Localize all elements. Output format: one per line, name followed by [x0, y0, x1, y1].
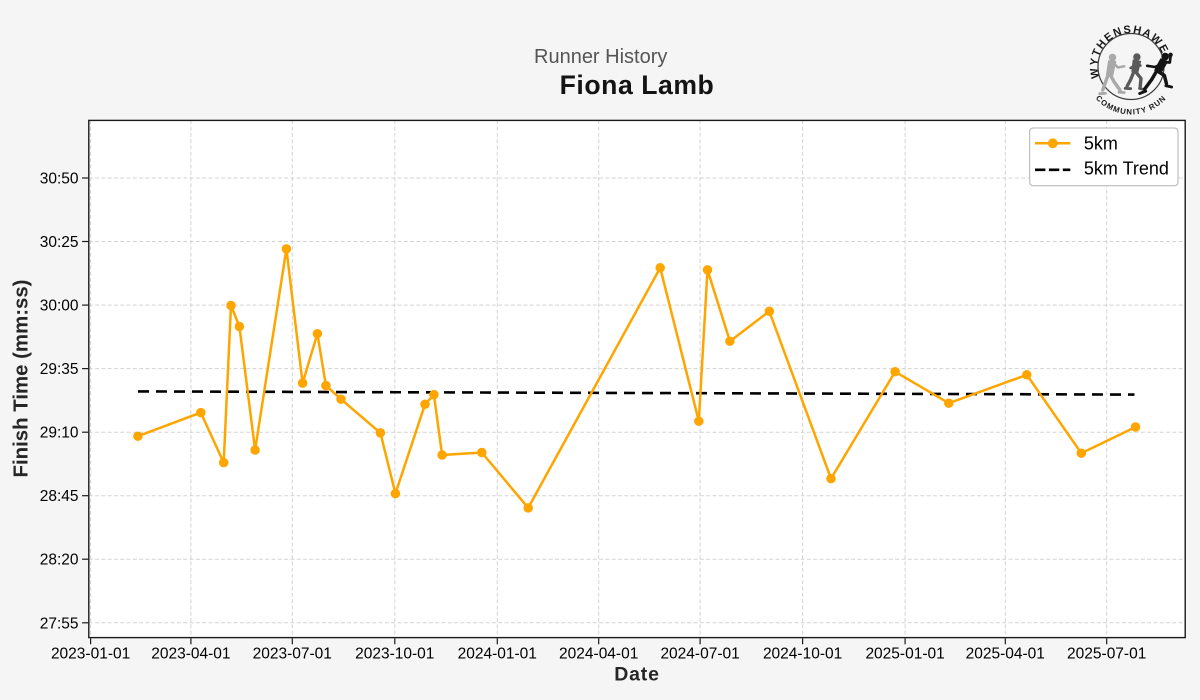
svg-text:Finish Time (mm:ss): Finish Time (mm:ss): [11, 280, 33, 478]
svg-text:2024-07-01: 2024-07-01: [660, 646, 739, 663]
svg-text:28:20: 28:20: [40, 552, 79, 569]
svg-text:2025-07-01: 2025-07-01: [1067, 646, 1146, 663]
svg-text:Date: Date: [614, 664, 659, 686]
svg-text:2025-04-01: 2025-04-01: [966, 646, 1045, 663]
svg-text:2023-07-01: 2023-07-01: [253, 646, 332, 663]
svg-text:30:25: 30:25: [40, 234, 79, 251]
svg-text:29:35: 29:35: [40, 361, 79, 378]
svg-text:2023-04-01: 2023-04-01: [151, 646, 230, 663]
svg-text:29:10: 29:10: [40, 425, 79, 442]
svg-text:2023-10-01: 2023-10-01: [355, 646, 434, 663]
svg-text:2024-01-01: 2024-01-01: [458, 646, 537, 663]
svg-text:2023-01-01: 2023-01-01: [51, 646, 130, 663]
svg-text:5km: 5km: [1084, 134, 1118, 154]
svg-text:27:55: 27:55: [40, 615, 79, 632]
svg-text:28:45: 28:45: [40, 488, 79, 505]
svg-text:2024-10-01: 2024-10-01: [763, 646, 842, 663]
svg-text:2024-04-01: 2024-04-01: [559, 646, 638, 663]
svg-text:5km Trend: 5km Trend: [1084, 158, 1169, 178]
svg-text:30:00: 30:00: [40, 298, 79, 315]
svg-text:30:50: 30:50: [40, 171, 79, 188]
svg-text:Runner History: Runner History: [534, 46, 667, 68]
svg-text:Fiona Lamb: Fiona Lamb: [560, 70, 715, 100]
svg-text:2025-01-01: 2025-01-01: [865, 646, 944, 663]
